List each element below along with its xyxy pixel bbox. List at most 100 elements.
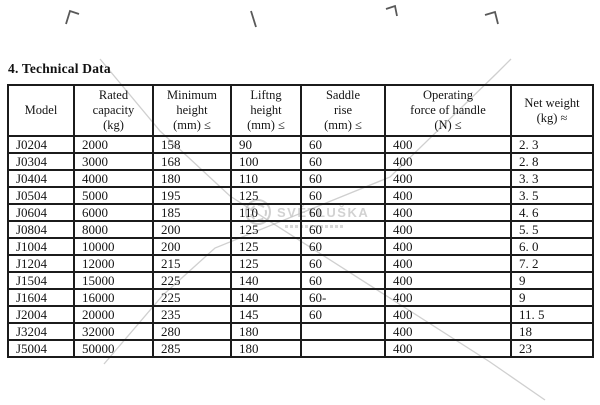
cell-net-weight: 4. 6	[510, 203, 594, 222]
cell-rated-capacity: 5000	[73, 186, 154, 205]
column-header-operating-force: Operating force of handle (N) ≤	[384, 84, 512, 137]
header-line: (kg)	[103, 118, 124, 132]
cell-model: J1004	[7, 237, 75, 256]
cell-lifting-height: 100	[230, 152, 302, 171]
cell-model: J0304	[7, 152, 75, 171]
cell-operating-force: 400	[384, 271, 512, 290]
cell-saddle-rise	[300, 339, 386, 358]
cell-net-weight: 11. 5	[510, 305, 594, 324]
cell-rated-capacity: 16000	[73, 288, 154, 307]
cell-operating-force: 400	[384, 237, 512, 256]
table-row: J2004 20000 235 145 60 400 11. 5	[7, 305, 594, 324]
cell-operating-force: 400	[384, 254, 512, 273]
cell-operating-force: 400	[384, 203, 512, 222]
cell-operating-force: 400	[384, 152, 512, 171]
cell-minimum-height: 285	[152, 339, 232, 358]
cell-saddle-rise	[300, 322, 386, 341]
cell-saddle-rise: 60	[300, 237, 386, 256]
header-line: height	[250, 103, 282, 117]
cell-model: J1504	[7, 271, 75, 290]
header-line: Liftng	[250, 88, 282, 102]
header-line: (N) ≤	[434, 118, 462, 132]
header-line: Rated	[98, 88, 129, 102]
cell-operating-force: 400	[384, 186, 512, 205]
cell-minimum-height: 158	[152, 135, 232, 154]
cell-minimum-height: 225	[152, 271, 232, 290]
cell-lifting-height: 140	[230, 288, 302, 307]
cell-model: J0804	[7, 220, 75, 239]
cell-saddle-rise: 60	[300, 203, 386, 222]
header-line: Net weight	[524, 95, 580, 110]
table-row: J0304 3000 168 100 60 400 2. 8	[7, 152, 594, 171]
cell-rated-capacity: 50000	[73, 339, 154, 358]
column-header-minimum-height: Minimum height (mm) ≤	[152, 84, 232, 137]
column-header-model: Model	[7, 84, 75, 137]
cell-saddle-rise: 60	[300, 152, 386, 171]
table-row: J3204 32000 280 180 400 18	[7, 322, 594, 341]
cell-operating-force: 400	[384, 322, 512, 341]
header-line: (mm) ≤	[247, 118, 285, 132]
cell-rated-capacity: 2000	[73, 135, 154, 154]
cell-rated-capacity: 10000	[73, 237, 154, 256]
cell-operating-force: 400	[384, 169, 512, 188]
cell-rated-capacity: 8000	[73, 220, 154, 239]
cell-net-weight: 9	[510, 271, 594, 290]
cell-rated-capacity: 20000	[73, 305, 154, 324]
cell-lifting-height: 125	[230, 220, 302, 239]
cell-net-weight: 2. 3	[510, 135, 594, 154]
cell-operating-force: 400	[384, 288, 512, 307]
cell-model: J2004	[7, 305, 75, 324]
header-line: capacity	[92, 103, 135, 117]
cell-saddle-rise: 60	[300, 254, 386, 273]
header-line: Minimum	[166, 88, 217, 102]
table-row: J0804 8000 200 125 60 400 5. 5	[7, 220, 594, 239]
cell-lifting-height: 125	[230, 237, 302, 256]
cell-minimum-height: 200	[152, 237, 232, 256]
table-row: J1504 15000 225 140 60 400 9	[7, 271, 594, 290]
table-row: J0204 2000 158 90 60 400 2. 3	[7, 135, 594, 154]
cell-lifting-height: 140	[230, 271, 302, 290]
cell-minimum-height: 185	[152, 203, 232, 222]
cell-model: J0204	[7, 135, 75, 154]
cell-saddle-rise: 60	[300, 135, 386, 154]
table-row: J0504 5000 195 125 60 400 3. 5	[7, 186, 594, 205]
cell-net-weight: 9	[510, 288, 594, 307]
cell-lifting-height: 125	[230, 254, 302, 273]
cell-saddle-rise: 60	[300, 305, 386, 324]
cell-net-weight: 23	[510, 339, 594, 358]
header-line: rise	[333, 103, 353, 117]
cell-operating-force: 400	[384, 339, 512, 358]
table-header-row: Model Rated capacity (kg) Minimum height (mm) …	[7, 84, 594, 137]
table-row: J1204 12000 215 125 60 400 7. 2	[7, 254, 594, 273]
cell-model: J0504	[7, 186, 75, 205]
cell-saddle-rise: 60	[300, 186, 386, 205]
cell-net-weight: 3. 5	[510, 186, 594, 205]
cell-rated-capacity: 32000	[73, 322, 154, 341]
column-header-net-weight: Net weight (kg) ≈	[510, 84, 594, 137]
header-line: Saddle	[325, 88, 361, 102]
cell-lifting-height: 110	[230, 203, 302, 222]
cell-minimum-height: 200	[152, 220, 232, 239]
cell-saddle-rise: 60	[300, 271, 386, 290]
cell-net-weight: 5. 5	[510, 220, 594, 239]
section-title: 4. Technical Data	[8, 61, 111, 76]
header-line: Model	[24, 103, 58, 117]
header-line: (mm) ≤	[173, 118, 211, 132]
cell-operating-force: 400	[384, 220, 512, 239]
table-row: J1604 16000 225 140 60- 400 9	[7, 288, 594, 307]
column-header-lifting-height: Liftng height (mm) ≤	[230, 84, 302, 137]
cell-minimum-height: 235	[152, 305, 232, 324]
header-line: force of handle	[410, 103, 486, 117]
cell-operating-force: 400	[384, 135, 512, 154]
cell-minimum-height: 225	[152, 288, 232, 307]
cell-model: J3204	[7, 322, 75, 341]
table-row: J0604 6000 185 110 60 400 4. 6	[7, 203, 594, 222]
header-line: height	[176, 103, 208, 117]
cell-saddle-rise: 60-	[300, 288, 386, 307]
cell-net-weight: 3. 3	[510, 169, 594, 188]
cell-rated-capacity: 4000	[73, 169, 154, 188]
cell-operating-force: 400	[384, 305, 512, 324]
header-line: (mm) ≤	[324, 118, 362, 132]
table-row: J1004 10000 200 125 60 400 6. 0	[7, 237, 594, 256]
